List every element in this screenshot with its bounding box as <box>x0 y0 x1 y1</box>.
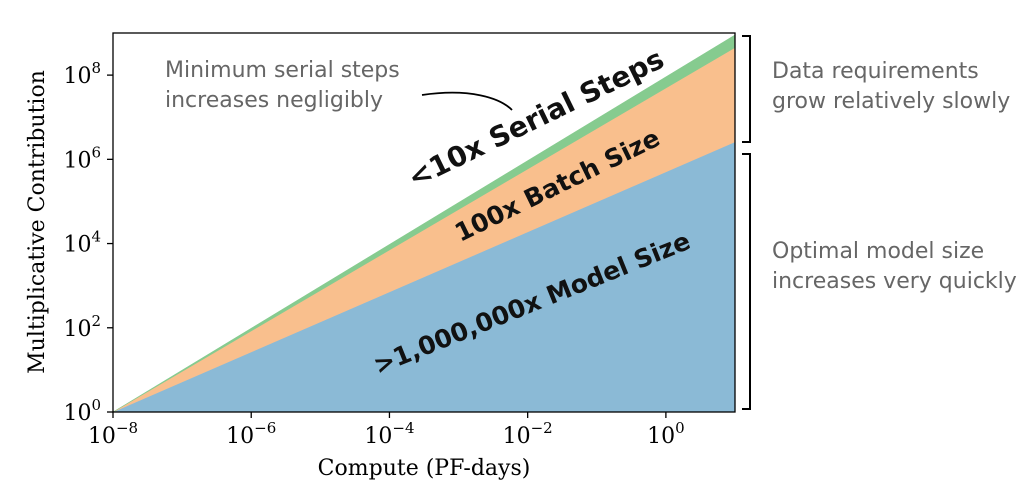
annotation-model-line2: increases very quickly <box>772 269 1017 294</box>
annotation-data-line2: grow relatively slowly <box>772 89 1010 114</box>
annotation-serial-line2: increases negligibly <box>165 88 383 113</box>
x-tick-label-4: 100 <box>647 419 685 449</box>
bracket-model <box>742 153 751 410</box>
x-tick-label-3: 10−2 <box>503 419 553 449</box>
x-tick-label-2: 10−4 <box>364 419 414 449</box>
y-axis-ticks: 100 102 104 106 108 <box>63 59 113 426</box>
annotation-data-line1: Data requirements <box>772 59 979 84</box>
annotation-arrow <box>421 91 513 111</box>
x-axis-label: Compute (PF-days) <box>318 456 531 481</box>
y-tick-label-4: 108 <box>63 59 101 89</box>
y-tick-label-2: 104 <box>63 228 101 258</box>
stacked-areas <box>112 34 736 413</box>
y-tick-label-1: 102 <box>63 312 101 342</box>
y-tick-label-0: 100 <box>63 396 101 426</box>
x-tick-label-1: 10−6 <box>226 419 276 449</box>
annotation-model-line1: Optimal model size <box>772 239 984 264</box>
bracket-data <box>742 35 751 143</box>
annotation-serial-line1: Minimum serial steps <box>165 58 400 83</box>
x-tick-label-0: 10−8 <box>88 419 138 449</box>
y-axis-label: Multiplicative Contribution <box>25 70 50 374</box>
y-tick-label-3: 106 <box>63 143 101 173</box>
plot-frame <box>112 32 736 413</box>
x-axis-ticks: 10−8 10−6 10−4 10−2 100 <box>88 412 685 449</box>
